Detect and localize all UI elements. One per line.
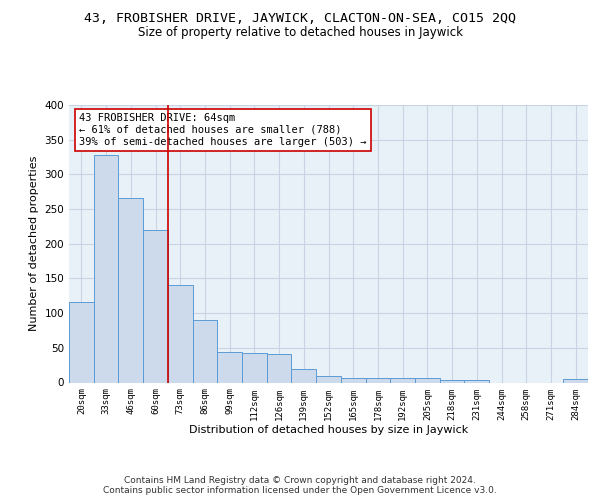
Bar [242, 352, 267, 382]
Bar [69, 302, 94, 382]
X-axis label: Distribution of detached houses by size in Jaywick: Distribution of detached houses by size … [189, 425, 468, 435]
Bar [563, 379, 588, 382]
Bar [464, 380, 489, 382]
Bar [316, 376, 341, 382]
Bar [143, 230, 168, 382]
Bar [94, 155, 118, 382]
Bar [118, 198, 143, 382]
Bar [168, 284, 193, 382]
Bar [390, 378, 415, 382]
Bar [341, 378, 365, 382]
Bar [415, 378, 440, 382]
Text: Contains HM Land Registry data © Crown copyright and database right 2024.
Contai: Contains HM Land Registry data © Crown c… [103, 476, 497, 495]
Bar [193, 320, 217, 382]
Bar [292, 368, 316, 382]
Bar [217, 352, 242, 382]
Bar [365, 378, 390, 382]
Text: 43 FROBISHER DRIVE: 64sqm
← 61% of detached houses are smaller (788)
39% of semi: 43 FROBISHER DRIVE: 64sqm ← 61% of detac… [79, 114, 367, 146]
Y-axis label: Number of detached properties: Number of detached properties [29, 156, 39, 332]
Text: Size of property relative to detached houses in Jaywick: Size of property relative to detached ho… [137, 26, 463, 39]
Bar [440, 380, 464, 382]
Text: 43, FROBISHER DRIVE, JAYWICK, CLACTON-ON-SEA, CO15 2QQ: 43, FROBISHER DRIVE, JAYWICK, CLACTON-ON… [84, 12, 516, 26]
Bar [267, 354, 292, 382]
